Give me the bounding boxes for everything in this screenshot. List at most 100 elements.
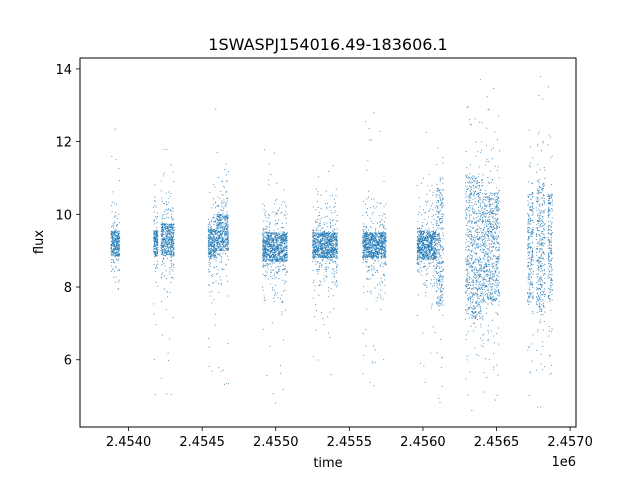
data-point <box>279 247 282 250</box>
data-point <box>222 226 224 228</box>
data-point <box>316 241 318 243</box>
data-point <box>264 260 266 262</box>
data-point <box>172 236 174 238</box>
data-point <box>163 228 165 230</box>
data-point <box>333 271 335 273</box>
data-point <box>265 241 268 243</box>
data-point <box>370 220 372 222</box>
data-point <box>277 235 279 238</box>
data-point <box>363 354 365 356</box>
data-point <box>219 242 221 244</box>
data-point <box>372 248 374 250</box>
data-point <box>280 265 282 267</box>
data-point <box>116 258 118 260</box>
data-point <box>281 232 283 234</box>
data-point <box>156 265 158 267</box>
data-point <box>265 228 267 230</box>
data-point <box>219 246 221 248</box>
data-point <box>223 214 225 216</box>
data-point <box>115 234 117 237</box>
data-point <box>155 230 157 232</box>
data-point <box>265 252 267 254</box>
data-point <box>285 236 287 238</box>
data-point <box>267 234 269 236</box>
data-point <box>280 237 282 239</box>
data-point <box>319 219 321 221</box>
data-point <box>318 246 320 248</box>
data-point <box>322 253 324 255</box>
data-point <box>264 249 266 251</box>
data-point <box>171 238 173 240</box>
data-point <box>263 295 265 297</box>
data-point <box>227 259 229 261</box>
data-point <box>269 243 271 245</box>
data-point <box>286 213 288 215</box>
data-point <box>117 235 120 237</box>
data-point <box>324 242 326 244</box>
data-point <box>333 198 336 200</box>
data-point <box>168 338 170 340</box>
data-point <box>333 275 335 277</box>
data-point <box>262 263 265 265</box>
data-point <box>362 258 364 261</box>
data-point <box>283 260 286 262</box>
data-point <box>376 234 379 236</box>
data-point <box>384 243 386 246</box>
data-point <box>330 257 332 259</box>
data-point <box>163 231 165 233</box>
data-point <box>382 245 384 247</box>
data-point <box>173 267 175 269</box>
data-point <box>169 273 171 275</box>
data-point <box>332 165 334 167</box>
data-point <box>271 278 273 280</box>
data-point <box>262 237 264 240</box>
data-point <box>155 245 157 248</box>
data-point <box>220 214 222 216</box>
data-point <box>268 242 270 244</box>
data-point <box>284 232 286 234</box>
data-point <box>216 217 218 219</box>
data-point <box>213 255 215 257</box>
data-point <box>315 329 317 331</box>
data-point <box>313 246 315 248</box>
data-point <box>336 284 338 286</box>
data-point <box>320 253 322 255</box>
data-point <box>368 254 370 256</box>
data-point <box>368 238 370 240</box>
data-point <box>270 255 272 257</box>
data-point <box>373 245 375 247</box>
data-point <box>313 242 315 244</box>
data-point <box>169 248 171 250</box>
data-point <box>170 277 172 279</box>
data-point <box>285 204 287 206</box>
data-point <box>371 249 373 251</box>
data-point <box>380 241 382 243</box>
data-point <box>113 216 115 218</box>
data-point <box>319 284 321 286</box>
data-point <box>274 284 276 286</box>
data-point <box>279 207 281 209</box>
data-point <box>163 275 165 277</box>
data-point <box>285 246 287 248</box>
data-point <box>207 268 210 271</box>
data-point <box>227 246 229 249</box>
data-point <box>332 224 334 227</box>
data-point <box>227 219 229 221</box>
data-point <box>168 208 170 210</box>
data-point <box>278 250 280 252</box>
data-point <box>327 296 329 298</box>
data-point <box>312 239 314 241</box>
data-point <box>115 204 117 206</box>
data-point <box>434 282 436 284</box>
data-point <box>325 240 328 242</box>
data-point <box>173 263 175 265</box>
data-point <box>114 266 116 268</box>
data-point <box>110 234 112 236</box>
data-point <box>209 271 211 273</box>
data-point <box>213 216 215 218</box>
data-point <box>263 297 266 299</box>
data-point <box>264 243 266 245</box>
data-point <box>362 252 364 254</box>
data-point <box>331 252 334 254</box>
data-point <box>219 276 221 278</box>
